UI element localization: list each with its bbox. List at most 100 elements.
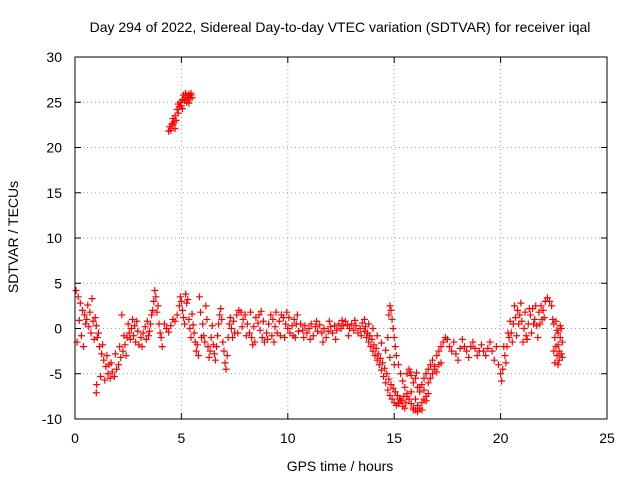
data-point xyxy=(420,374,428,382)
data-point xyxy=(454,356,462,364)
data-point xyxy=(237,308,245,316)
data-point xyxy=(222,365,230,373)
data-point xyxy=(184,296,192,304)
data-point xyxy=(515,320,523,328)
y-tick-label-5: 15 xyxy=(46,185,62,201)
data-point xyxy=(206,347,214,355)
data-point xyxy=(348,320,356,328)
data-point xyxy=(284,325,292,332)
data-point xyxy=(185,99,193,107)
data-point xyxy=(202,302,210,310)
data-point xyxy=(376,354,384,362)
data-point xyxy=(83,315,91,323)
data-point xyxy=(204,343,212,351)
data-point xyxy=(225,320,233,328)
data-point xyxy=(203,315,211,323)
data-point xyxy=(95,343,103,351)
data-point xyxy=(144,332,152,340)
data-point xyxy=(384,334,392,342)
data-point xyxy=(558,353,566,361)
data-point xyxy=(373,332,381,340)
data-point xyxy=(504,329,512,337)
data-point xyxy=(550,347,558,355)
data-point xyxy=(388,395,396,403)
data-point xyxy=(276,332,284,340)
y-tick-label-0: -10 xyxy=(42,411,62,427)
data-point xyxy=(171,317,179,325)
data-point xyxy=(200,332,208,340)
data-point xyxy=(78,306,86,314)
data-point xyxy=(326,323,334,331)
data-point xyxy=(403,392,411,400)
data-point xyxy=(97,372,105,380)
data-point xyxy=(138,343,146,351)
data-point xyxy=(195,293,203,301)
data-point xyxy=(74,293,82,301)
data-point xyxy=(407,388,415,396)
data-point xyxy=(413,369,421,377)
data-point xyxy=(383,370,391,378)
data-point xyxy=(214,332,222,340)
data-point xyxy=(437,343,445,351)
data-point xyxy=(219,338,227,346)
data-point xyxy=(234,329,242,337)
data-point xyxy=(258,334,266,342)
data-point xyxy=(186,325,194,332)
data-point xyxy=(386,302,394,310)
data-point xyxy=(210,350,218,358)
data-point xyxy=(543,294,551,302)
data-point xyxy=(437,359,445,367)
data-point xyxy=(385,311,393,319)
data-point xyxy=(190,329,198,337)
data-point xyxy=(106,374,114,382)
data-point xyxy=(293,311,301,319)
data-point xyxy=(99,341,107,349)
data-point xyxy=(350,326,358,334)
data-point xyxy=(128,315,136,323)
y-axis-label: SDTVAR / TECUs xyxy=(5,181,21,293)
data-point xyxy=(448,347,456,355)
plot-frame xyxy=(74,56,608,420)
data-point xyxy=(523,335,531,343)
data-point xyxy=(82,320,90,328)
data-point xyxy=(414,408,422,416)
data-point xyxy=(306,335,314,343)
data-point xyxy=(352,322,360,330)
data-point xyxy=(411,395,419,403)
data-point xyxy=(227,325,235,332)
data-point xyxy=(392,352,400,360)
data-point xyxy=(508,338,516,346)
data-point xyxy=(116,343,124,351)
data-point xyxy=(456,344,464,352)
data-point xyxy=(402,399,410,407)
data-point xyxy=(517,299,525,307)
data-point xyxy=(401,383,409,391)
data-point xyxy=(270,338,278,346)
data-point xyxy=(469,338,477,346)
data-point xyxy=(499,365,507,373)
data-point xyxy=(394,361,402,369)
data-point xyxy=(264,335,272,343)
data-point xyxy=(281,334,289,342)
data-point xyxy=(401,404,409,412)
data-point xyxy=(188,94,196,102)
data-point xyxy=(460,343,468,351)
data-point xyxy=(265,320,273,328)
data-point xyxy=(553,352,561,360)
data-point xyxy=(429,370,437,378)
data-point xyxy=(257,307,265,315)
data-point xyxy=(90,335,98,343)
data-point xyxy=(211,356,219,364)
data-point xyxy=(115,361,123,369)
data-point xyxy=(433,368,441,376)
data-point xyxy=(183,299,191,307)
data-point xyxy=(390,334,398,342)
data-point xyxy=(139,329,147,337)
data-point xyxy=(167,322,175,330)
data-point xyxy=(174,100,182,108)
data-point xyxy=(151,286,159,294)
data-point xyxy=(153,308,161,316)
data-point xyxy=(247,308,255,316)
data-point xyxy=(535,308,543,316)
data-point xyxy=(429,356,437,364)
